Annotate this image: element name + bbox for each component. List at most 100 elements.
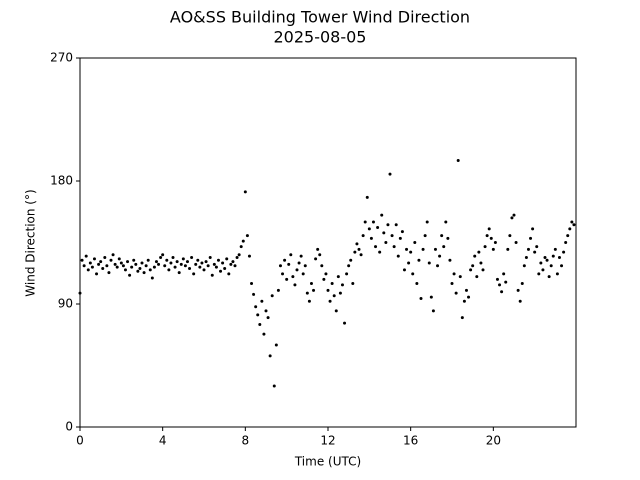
point <box>258 323 262 326</box>
point <box>489 236 493 240</box>
point <box>183 264 187 268</box>
point <box>376 225 380 229</box>
point <box>566 234 570 238</box>
x-tick-label: 4 <box>159 434 167 448</box>
point <box>343 321 347 325</box>
point <box>241 239 245 243</box>
point <box>351 282 355 285</box>
point <box>471 264 475 268</box>
point <box>152 265 156 269</box>
point <box>378 250 382 254</box>
point <box>126 260 130 264</box>
point <box>278 264 282 268</box>
point <box>119 261 123 265</box>
point <box>520 282 524 285</box>
point <box>316 247 320 251</box>
point <box>198 265 202 269</box>
point <box>336 275 340 279</box>
point <box>510 216 514 220</box>
point <box>130 265 134 269</box>
point <box>365 195 369 199</box>
point <box>537 272 541 276</box>
point <box>314 257 318 261</box>
point <box>551 254 555 258</box>
point <box>452 272 456 276</box>
point <box>477 250 481 254</box>
point <box>320 264 324 268</box>
point <box>564 241 568 244</box>
point <box>462 299 466 303</box>
point <box>464 288 468 292</box>
point <box>415 282 419 285</box>
point <box>216 258 220 262</box>
point <box>179 262 183 266</box>
point <box>475 275 479 279</box>
point <box>188 266 192 270</box>
point <box>531 227 535 231</box>
point <box>99 260 103 264</box>
x-tick-label: 12 <box>320 434 335 448</box>
point <box>557 256 561 260</box>
point <box>547 275 551 279</box>
point <box>417 258 421 262</box>
point <box>307 299 311 303</box>
point <box>173 265 177 269</box>
point <box>227 272 231 276</box>
point <box>111 253 115 257</box>
point <box>419 297 423 301</box>
point <box>413 241 417 244</box>
point <box>330 282 334 285</box>
point <box>268 354 272 358</box>
point <box>289 253 293 257</box>
point <box>86 268 90 272</box>
point <box>423 234 427 238</box>
point <box>208 256 212 260</box>
point <box>185 260 189 264</box>
point <box>543 256 547 260</box>
point <box>109 258 113 262</box>
point <box>113 262 117 266</box>
y-tick-label: 180 <box>50 174 73 188</box>
point <box>390 234 394 238</box>
point <box>456 159 460 162</box>
point <box>159 256 163 260</box>
point <box>140 261 144 265</box>
point <box>386 223 390 227</box>
x-tick-label: 0 <box>76 434 84 448</box>
point <box>318 253 322 257</box>
point <box>516 288 520 292</box>
point <box>533 250 537 254</box>
point <box>402 268 406 272</box>
point <box>545 258 549 262</box>
point <box>225 257 229 261</box>
point <box>438 254 442 258</box>
point <box>305 291 309 295</box>
point <box>363 220 367 224</box>
point <box>524 256 528 260</box>
point <box>328 299 332 303</box>
point <box>491 247 495 251</box>
point <box>442 245 446 249</box>
point <box>384 241 388 244</box>
point <box>210 273 214 277</box>
point <box>446 236 450 240</box>
point <box>192 272 196 276</box>
point <box>266 316 270 320</box>
point <box>347 264 351 268</box>
point <box>380 213 384 217</box>
point <box>80 258 84 262</box>
point <box>84 254 88 258</box>
point <box>322 277 326 281</box>
point <box>483 245 487 249</box>
point <box>297 261 301 265</box>
point <box>90 265 94 269</box>
point <box>146 258 150 262</box>
point <box>326 288 330 292</box>
point <box>181 257 185 261</box>
point <box>274 343 278 347</box>
point <box>123 268 127 272</box>
point <box>572 223 576 227</box>
point <box>409 250 413 254</box>
point <box>500 290 504 294</box>
point <box>239 245 243 249</box>
